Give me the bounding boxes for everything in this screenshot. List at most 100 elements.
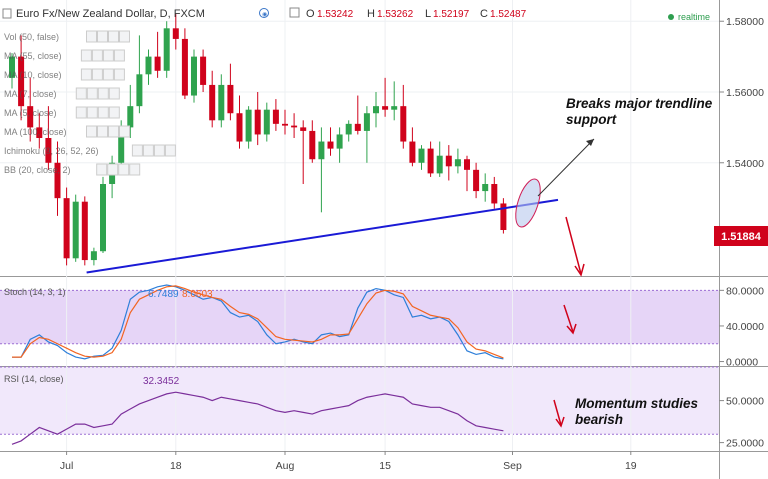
candle-body [227,84,234,114]
stoch-d-value: 8.0603 [182,289,213,300]
indicator-label: MA (55, close) [4,51,62,61]
trendline [86,198,559,274]
candle-body [391,106,398,110]
current-price-label: 1.51884 [721,231,762,243]
candle-body [54,162,61,199]
stoch-label: Stoch (14, 3, 1) [4,287,66,297]
stoch-k-value: 6.7489 [148,289,179,300]
candle-body [154,56,161,71]
indicator-control-button [97,125,108,138]
stoch-series-line [12,284,504,360]
visibility-icon-glyph: ◉ [262,12,267,18]
annotation-breaks-line2: support [566,112,617,127]
stoch-lines [12,284,504,360]
indicator-control-button [91,68,103,81]
candle-body [327,141,334,149]
candle-body [300,127,307,131]
candle-body [72,201,79,259]
open-label: O [306,8,315,20]
chart-title: Euro Fx/New Zealand Dollar, D, FXCM [16,8,205,20]
indicator-control-button [118,163,130,176]
candle-body [209,84,216,121]
candle-body [336,134,343,149]
candle-body [181,38,188,96]
candle-body [464,159,470,170]
price-axis: 1.58000 1.56000 1.54000 [719,16,764,170]
time-tick-label: Sep [503,460,522,472]
indicator-control-button [97,87,109,100]
candle-body [191,56,197,96]
indicator-label: MA (10, close) [4,70,62,80]
candle-body [127,106,134,128]
low-value: 1.52197 [433,9,470,20]
indicator-control-button [96,163,108,176]
candle-body [90,251,97,261]
indicator-control-button [80,49,92,62]
candle-body [100,184,106,252]
time-tick-label: 18 [170,460,182,472]
indicator-control-button [107,163,119,176]
time-tick-label: Jul [60,460,73,472]
indicator-control-button [86,30,97,43]
candle-body [427,148,434,174]
realtime-dot [668,14,674,20]
indicator-label: Vol (50, false) [4,32,59,42]
candle-body [163,28,170,71]
indicator-control-button [108,106,120,119]
indicator-control-button [129,163,141,176]
candle-body [454,159,461,167]
candle-body [136,74,143,107]
realtime-label: realtime [678,12,710,22]
candle-body [418,148,425,163]
down-arrow-stoch [563,304,577,335]
candle-body [491,184,498,204]
indicator-legend: Vol (50, false) MA (55, close) MA (10, clo… [4,30,176,176]
candle-body [400,106,407,142]
price-tick-label: 1.54000 [726,158,764,170]
price-tick-label: 1.58000 [726,16,764,28]
indicator-control-button [86,106,98,119]
stoch-tick-label: 80.0000 [726,285,764,297]
indicator-control-button [153,144,165,157]
visibility-icon[interactable] [259,8,269,18]
candle-body [254,109,261,135]
rsi-series-line [11,391,504,445]
annotation-breaks-line1: Breaks major trendline [566,96,713,111]
rsi-tick-label: 50.0000 [726,396,764,408]
stoch-tick-label: 40.0000 [726,321,764,333]
candle-body [145,56,152,75]
indicator-control-button [102,68,114,81]
candle-body [309,130,316,160]
stoch-series-line [12,285,504,359]
rsi-lines [11,391,504,445]
candle-body [445,155,452,167]
indicator-control-button [75,87,87,100]
rsi-value: 32.3452 [143,376,180,387]
settings-icon[interactable] [289,7,300,18]
low-label: L [425,8,431,20]
rsi-tick-label: 25.0000 [726,438,764,450]
indicator-control-button [113,68,125,81]
indicator-control-button [164,144,176,157]
indicator-control-button [119,30,130,43]
candle-body [263,109,270,135]
indicator-control-button [119,125,130,138]
high-label: H [367,8,375,20]
candle-body [363,113,370,131]
indicator-control-button [97,106,109,119]
candle-body [81,201,88,261]
candle-body [172,28,179,39]
time-axis: Jul 18 Aug 15 Sep 19 [60,451,637,472]
indicator-label: MA (5, close) [4,108,57,118]
indicator-label: BB (20, close, 2) [4,165,71,175]
collapse-icon[interactable] [2,8,12,19]
candle-body [500,203,507,230]
candle-body [36,127,43,138]
candle-body [18,56,25,107]
indicator-control-button [142,144,154,157]
close-label: C [480,8,488,20]
indicator-control-button [108,30,119,43]
indicator-control-button [102,49,114,62]
indicator-control-button [75,106,87,119]
indicator-control-button [91,49,103,62]
